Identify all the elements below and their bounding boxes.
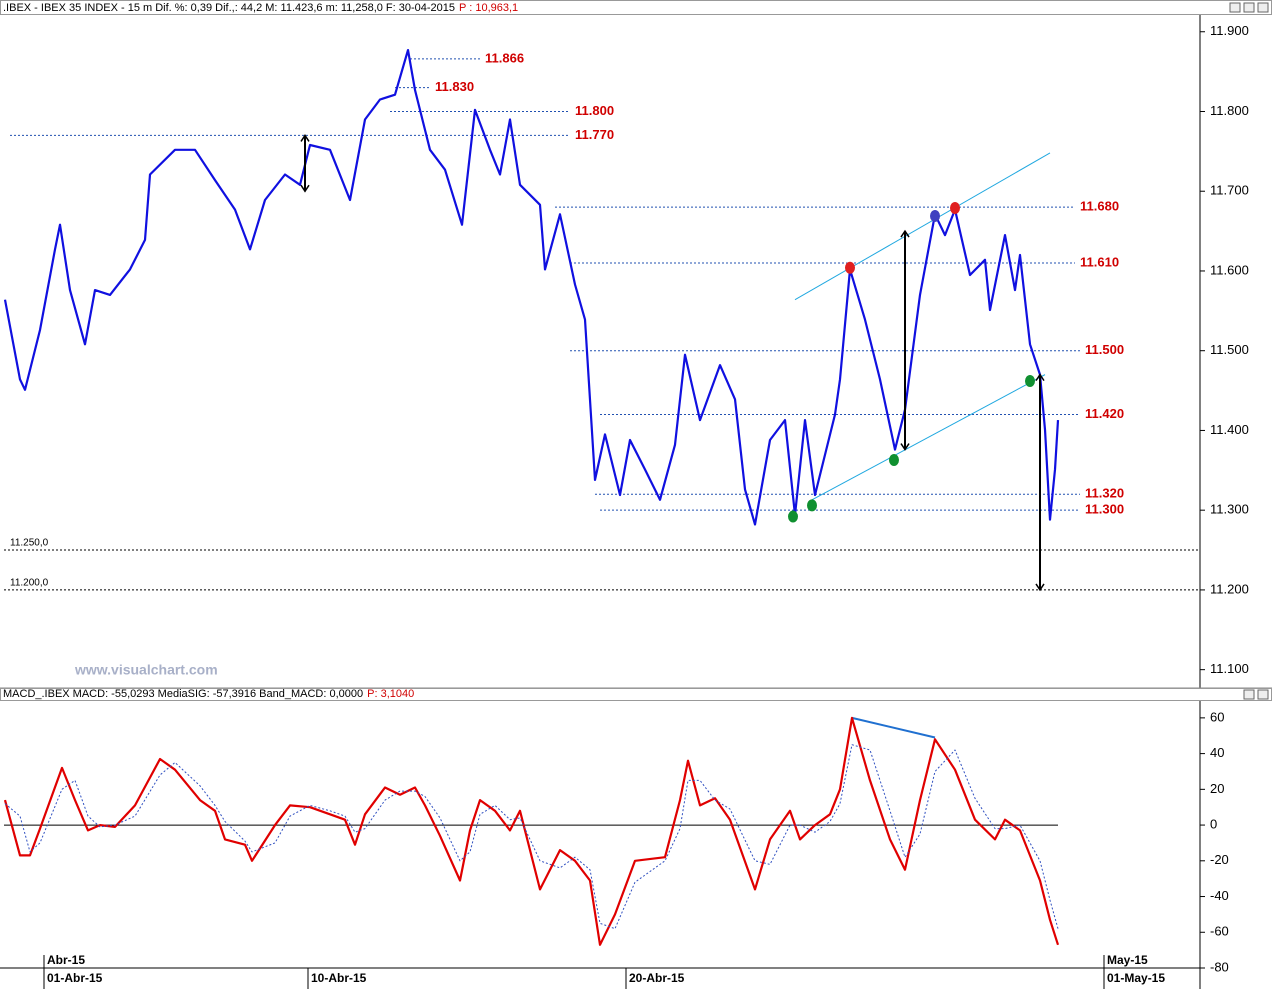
level-label: 11.866	[485, 50, 524, 65]
y-tick-label: 11.100	[1210, 661, 1249, 676]
x-tick-label: 01-May-15	[1107, 971, 1165, 985]
reference-label: 11.200,0	[10, 578, 49, 589]
watermark: www.visualchart.com	[74, 662, 218, 678]
signal-point	[889, 453, 899, 466]
macd-header-p: P: 3,1040	[367, 688, 414, 700]
y-tick-label: -80	[1210, 959, 1229, 974]
y-tick-label: 0	[1210, 817, 1217, 832]
y-tick-label: 11.600	[1210, 262, 1249, 277]
close-button[interactable]	[1257, 2, 1269, 13]
macd-window-buttons	[1243, 689, 1269, 700]
level-label: 11.770	[575, 127, 614, 142]
arrow-head	[300, 184, 310, 193]
window-buttons	[1229, 2, 1269, 13]
month-tick-label: Abr-15	[47, 953, 85, 967]
trendline	[794, 152, 1051, 301]
maximize-button[interactable]	[1243, 2, 1255, 13]
y-tick-label: 11.700	[1210, 183, 1249, 198]
arrow-head	[300, 134, 310, 142]
level-label: 11.420	[1085, 406, 1124, 421]
reference-label: 11.250,0	[10, 538, 49, 549]
header-p: P : 10,963,1	[459, 2, 518, 14]
month-tick-label: May-15	[1107, 953, 1148, 967]
macd-header-info: MACD_.IBEX MACD: -55,0293 MediaSIG: -57,…	[3, 688, 363, 700]
arrow-head	[1035, 583, 1045, 592]
y-tick-label: -60	[1210, 924, 1229, 939]
trendline	[851, 716, 936, 739]
minimize-button[interactable]	[1229, 2, 1241, 13]
signal-point	[950, 201, 960, 214]
header-info: .IBEX - IBEX 35 INDEX - 15 m Dif. %: 0,3…	[3, 2, 455, 14]
y-tick-label: 11.900	[1210, 23, 1249, 38]
arrow-head	[1035, 373, 1045, 382]
level-label: 11.610	[1080, 254, 1119, 269]
y-tick-label: 11.500	[1210, 342, 1249, 357]
series-line	[4, 744, 1059, 930]
y-tick-label: 20	[1210, 781, 1224, 796]
arrow-head	[900, 443, 910, 451]
macd-maximize-button[interactable]	[1243, 689, 1255, 700]
x-tick-label: 20-Abr-15	[629, 971, 685, 985]
macd-close-button[interactable]	[1257, 689, 1269, 700]
signal-point	[788, 510, 798, 523]
trendline	[811, 374, 1046, 501]
y-tick-label: 11.200	[1210, 581, 1249, 596]
x-tick-label: 10-Abr-15	[311, 971, 367, 985]
y-tick-label: -40	[1210, 888, 1229, 903]
macd-header-text: MACD_.IBEX MACD: -55,0293 MediaSIG: -57,…	[3, 688, 414, 700]
y-tick-label: 11.400	[1210, 422, 1249, 437]
level-label: 11.800	[575, 103, 614, 118]
series-line	[3, 49, 1060, 526]
x-tick-label: 01-Abr-15	[47, 971, 103, 985]
series-line	[3, 716, 1060, 946]
y-tick-label: 11.300	[1210, 502, 1249, 517]
y-tick-label: -20	[1210, 852, 1229, 867]
arrow-head	[900, 229, 910, 238]
signal-point	[845, 261, 855, 274]
y-tick-label: 11.800	[1210, 103, 1249, 118]
signal-point	[1025, 375, 1035, 388]
signal-point	[807, 499, 817, 512]
level-label: 11.500	[1085, 342, 1124, 357]
level-label: 11.680	[1080, 199, 1119, 214]
y-tick-label: 40	[1210, 745, 1224, 760]
level-label: 11.300	[1085, 502, 1124, 517]
signal-point	[930, 209, 940, 222]
y-tick-label: 60	[1210, 709, 1224, 724]
level-label: 11.320	[1085, 486, 1124, 501]
level-label: 11.830	[435, 79, 474, 94]
header-text: .IBEX - IBEX 35 INDEX - 15 m Dif. %: 0,3…	[3, 2, 518, 14]
